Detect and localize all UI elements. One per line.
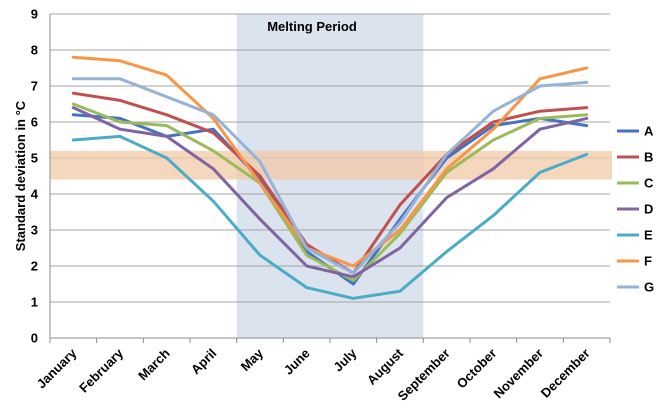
y-tick-label: 5: [31, 151, 38, 166]
y-tick-label: 7: [31, 79, 38, 94]
legend-label-g: G: [644, 280, 654, 295]
series-line-g: [71, 77, 589, 275]
melting-period-label: Melting Period: [267, 19, 357, 34]
legend-label-e: E: [644, 228, 653, 243]
threshold-band: [50, 150, 612, 180]
y-tick-label: 4: [31, 187, 39, 202]
series-layer: [71, 55, 589, 300]
y-axis-title: Standard deviation in °C: [13, 100, 28, 251]
y-tick-label: 6: [31, 115, 38, 130]
band-layer: [50, 150, 612, 180]
legend-label-d: D: [644, 202, 653, 217]
y-tick-label: 8: [31, 43, 38, 58]
legend-label-a: A: [644, 124, 654, 139]
series-line-f: [71, 55, 589, 268]
y-tick-label: 1: [31, 295, 38, 310]
legend-label-f: F: [644, 254, 652, 269]
y-tick-label: 9: [31, 7, 38, 22]
legend-label-c: C: [644, 176, 654, 191]
legend-label-b: B: [644, 150, 653, 165]
y-tick-label: 3: [31, 223, 38, 238]
series-line-c: [71, 102, 589, 282]
series-line-e: [71, 134, 589, 300]
y-tick-label: 0: [31, 331, 38, 346]
y-tick-label: 2: [31, 259, 38, 274]
series-line-d: [71, 106, 589, 279]
